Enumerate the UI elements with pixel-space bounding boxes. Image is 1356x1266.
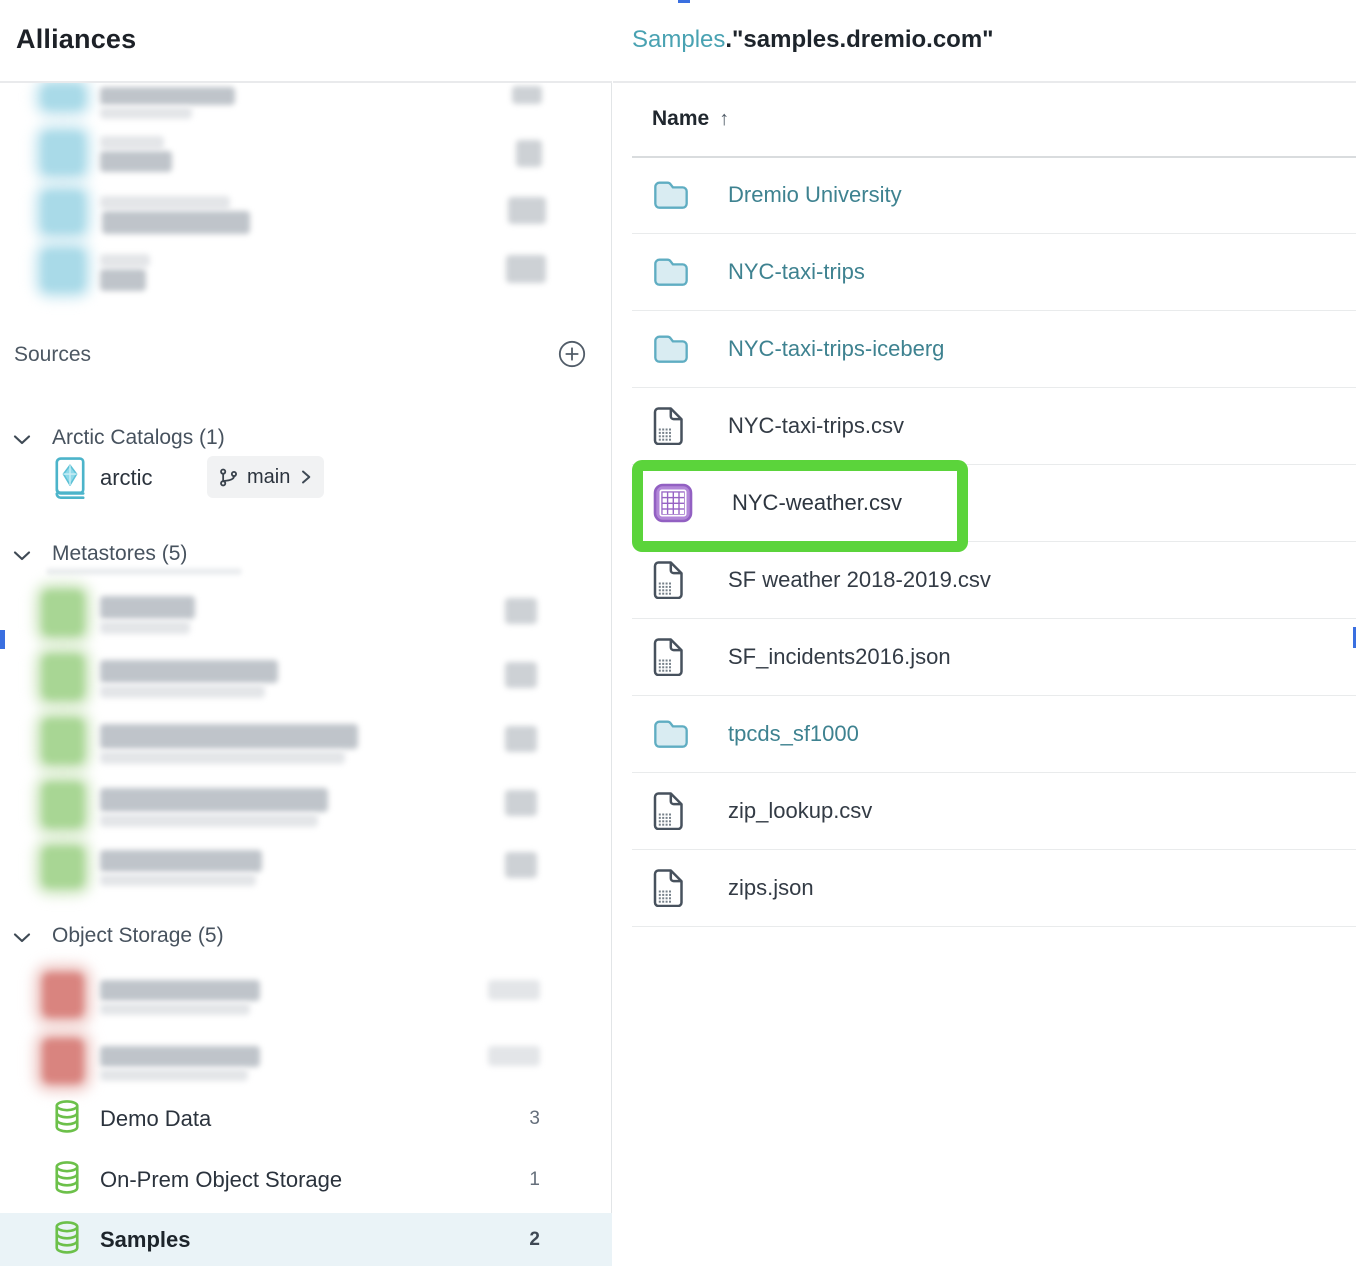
breadcrumb: Samples."samples.dremio.com" [632, 26, 994, 54]
iceberg-catalog-icon [53, 457, 87, 506]
section-label: Object Storage (5) [52, 924, 224, 947]
table-row[interactable]: NYC-taxi-trips.csv [632, 388, 1356, 465]
source-name: Samples [100, 1226, 191, 1252]
folder-icon [653, 719, 689, 749]
main-header: Samples."samples.dremio.com" [613, 0, 1356, 83]
sidebar-item-samples[interactable]: Samples 2 [0, 1213, 612, 1266]
section-arctic-catalogs[interactable]: Arctic Catalogs (1) [0, 424, 612, 452]
add-source-button[interactable] [558, 340, 586, 368]
file-icon [653, 561, 683, 599]
source-name: Demo Data [100, 1106, 212, 1131]
space-icon [42, 191, 84, 233]
git-branch-icon [219, 468, 238, 487]
column-header-name[interactable]: Name ↑ [652, 107, 730, 130]
metastore-icon [42, 718, 84, 764]
item-link[interactable]: NYC-taxi-trips [728, 259, 865, 284]
item-link[interactable]: Dremio University [728, 182, 902, 207]
section-label: Arctic Catalogs (1) [52, 426, 225, 449]
table-row[interactable]: SF weather 2018-2019.csv [632, 542, 1356, 619]
item-link[interactable]: NYC-weather.csv [732, 490, 902, 515]
item-link[interactable]: NYC-taxi-trips-iceberg [728, 336, 945, 361]
page-title: Alliances [16, 24, 137, 54]
storage-icon [42, 1038, 84, 1084]
source-name: arctic [100, 465, 153, 490]
item-link[interactable]: tpcds_sf1000 [728, 721, 859, 746]
table-row[interactable]: NYC-taxi-trips [632, 234, 1356, 311]
table-row[interactable]: zips.json [632, 850, 1356, 927]
file-icon [653, 407, 683, 445]
blue-artifact-top [678, 0, 690, 3]
sidebar: Sources Arctic Catalogs (1) [0, 0, 612, 1266]
table-row[interactable]: Dremio University [632, 157, 1356, 234]
blue-artifact-right [1353, 627, 1356, 648]
section-metastores[interactable]: Metastores (5) [0, 540, 612, 568]
dataset-count: 2 [529, 1228, 540, 1250]
dataset-count: 1 [529, 1169, 540, 1190]
table-row[interactable]: NYC-taxi-trips-iceberg [632, 311, 1356, 388]
table-row[interactable]: SF_incidents2016.json [632, 619, 1356, 696]
sort-ascending-icon: ↑ [719, 108, 730, 130]
item-link[interactable]: NYC-taxi-trips.csv [728, 413, 905, 438]
file-icon [653, 792, 683, 830]
folder-icon [653, 334, 689, 364]
sidebar-header: Alliances [0, 0, 612, 83]
item-link[interactable]: zip_lookup.csv [728, 798, 873, 823]
database-icon [52, 1219, 82, 1260]
table-header-divider [632, 156, 1356, 158]
sidebar-item-arctic[interactable]: arctic [0, 452, 612, 504]
storage-icon [42, 972, 84, 1018]
section-label: Metastores (5) [52, 542, 188, 565]
metastore-icon [42, 846, 84, 888]
breadcrumb-source-link[interactable]: Samples [632, 26, 726, 53]
folder-icon [653, 257, 689, 287]
breadcrumb-path: ."samples.dremio.com" [725, 26, 994, 53]
space-icon [42, 85, 84, 109]
main-panel: Samples."samples.dremio.com" Name ↑ Dremi… [613, 0, 1356, 1266]
table-row-highlighted[interactable]: NYC-weather.csv [632, 465, 1356, 542]
blue-artifact-left [0, 630, 5, 649]
section-object-storage[interactable]: Object Storage (5) [0, 922, 612, 950]
file-icon [653, 869, 683, 907]
branch-name: main [247, 465, 291, 488]
sidebar-item-on-prem-object-storage[interactable]: On-Prem Object Storage 1 [0, 1157, 612, 1203]
folder-icon [653, 180, 689, 210]
item-link[interactable]: zips.json [728, 875, 814, 900]
table-grid-icon [653, 483, 693, 523]
chevron-down-icon [13, 433, 31, 445]
item-link[interactable]: SF weather 2018-2019.csv [728, 567, 991, 592]
metastore-icon [42, 654, 84, 700]
file-icon [653, 638, 683, 676]
item-link[interactable]: SF_incidents2016.json [728, 644, 951, 669]
database-icon [52, 1099, 82, 1140]
space-icon [42, 132, 84, 174]
sources-heading: Sources [14, 343, 92, 366]
branch-selector[interactable]: main [207, 456, 325, 498]
chevron-down-icon [13, 549, 31, 561]
space-icon [42, 249, 84, 291]
table-row[interactable]: tpcds_sf1000 [632, 696, 1356, 773]
chevron-down-icon [13, 931, 31, 943]
sidebar-item-demo-data[interactable]: Demo Data 3 [0, 1096, 612, 1142]
dataset-count: 3 [529, 1108, 540, 1129]
metastore-icon [42, 590, 84, 636]
database-icon [52, 1160, 82, 1201]
chevron-right-icon [301, 469, 312, 485]
table-row[interactable]: zip_lookup.csv [632, 773, 1356, 850]
metastore-icon [42, 782, 84, 828]
plus-circle-icon [558, 340, 586, 372]
source-name: On-Prem Object Storage [100, 1167, 343, 1192]
